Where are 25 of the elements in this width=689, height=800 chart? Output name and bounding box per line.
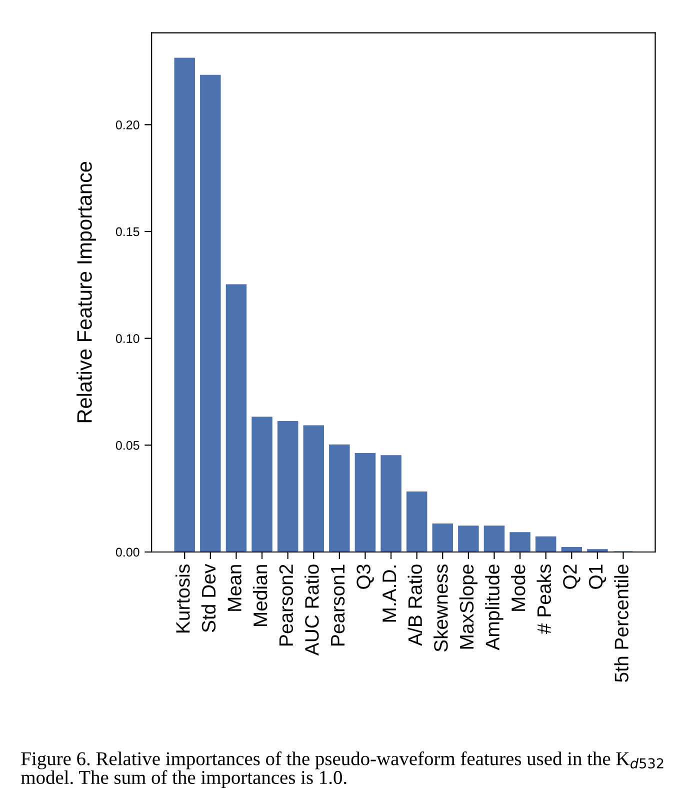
y-tick-label: 0.20 bbox=[116, 120, 140, 130]
x-tick-label: A/B Ratio bbox=[408, 564, 422, 646]
x-tick-label: M.A.D. bbox=[382, 566, 396, 622]
x-tick-label: Q3 bbox=[356, 564, 374, 589]
y-tick-label: 0.00 bbox=[116, 548, 140, 557]
x-tick-label: Skewness bbox=[434, 564, 448, 652]
x-tick-label: Amplitude bbox=[485, 564, 504, 650]
text: Figure 6. Relative importances of the pseudo-waveform features used in the K$_{d532}$ model. The sum of the importances is 1.0. bbox=[21, 751, 664, 788]
x-tick-label: Kurtosis bbox=[176, 564, 190, 632]
x-tick-label: Mode bbox=[510, 564, 526, 611]
x-tick-label: 5th Percentile bbox=[614, 564, 628, 682]
x-tick-label: Median bbox=[252, 565, 268, 626]
x-tick-label: Q1 bbox=[588, 564, 606, 589]
x-tick-label: Pearson2 bbox=[279, 564, 294, 646]
x-tick-label: AUC Ratio bbox=[304, 564, 319, 656]
x-tick-label: Mean bbox=[228, 565, 242, 611]
y-axis-title: Relative Feature Importance bbox=[76, 162, 96, 422]
x-tick-label: # Peaks bbox=[536, 564, 552, 634]
x-tick-label: MaxSlope bbox=[459, 564, 478, 649]
x-tick-label: Std Dev bbox=[201, 564, 216, 632]
x-tick-label: Pearson1 bbox=[331, 564, 345, 646]
x-tick-label: Q2 bbox=[563, 564, 580, 589]
y-tick-label: 0.05 bbox=[116, 440, 140, 450]
y-tick-label: 0.15 bbox=[116, 227, 140, 236]
y-tick-label: 0.10 bbox=[116, 334, 140, 343]
